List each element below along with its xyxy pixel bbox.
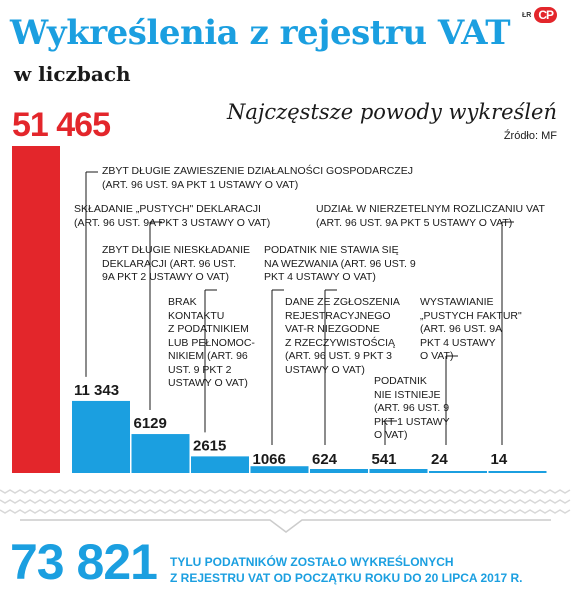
bar-1	[72, 400, 130, 473]
chart-title: Najczęstsze powody wykreśleń	[227, 100, 557, 124]
reason-label-7: PODATNIK NIE ISTNIEJE (ART. 96 UST. 9 PK…	[374, 375, 450, 441]
value-label-6: 541	[372, 451, 397, 468]
reason-label-2: SKŁADANIE „PUSTYCH" DEKLARACJI (ART. 96 …	[74, 203, 271, 229]
reason-label-extra: WYSTAWIANIE „PUSTYCH FAKTUR" (ART. 96 US…	[420, 296, 522, 362]
value-label-1: 11 343	[74, 382, 119, 399]
leader-lines	[85, 171, 514, 445]
page-subtitle: w liczbach	[14, 62, 131, 86]
bar-4	[250, 466, 309, 473]
bar-5	[310, 469, 368, 473]
bar-8	[488, 471, 547, 473]
value-labels: 51 465 11 343 6129 2615 1066 624 541 24 14	[12, 106, 508, 468]
summary-bracket	[20, 519, 551, 533]
reason-label-6: DANE ZE ZGŁOSZENIA REJESTRACYJNEGO VAT-R…	[285, 296, 400, 376]
zigzag-line	[0, 509, 571, 514]
bar-3	[191, 456, 249, 473]
total-count: 73 821	[10, 534, 158, 590]
zigzag-divider	[0, 489, 571, 533]
reason-label-8: UDZIAŁ W NIERZETELNYM ROZLICZANIU VAT (A…	[316, 203, 545, 229]
value-label-8: 14	[491, 451, 508, 468]
chart-source: Źródło: MF	[503, 130, 557, 142]
bar-6	[369, 469, 428, 473]
value-label-7: 24	[431, 451, 448, 468]
value-label-2: 6129	[134, 415, 167, 432]
total-description: TYLU PODATNIKÓW ZOSTAŁO WYKREŚLONYCH Z R…	[170, 555, 523, 585]
reason-label-3: ZBYT DŁUGIE NIESKŁADANIE DEKLARACJI (ART…	[102, 244, 251, 283]
publisher-logo: ŁR CP	[522, 7, 557, 23]
bar-2	[131, 434, 190, 473]
reason-label-4: BRAK KONTAKTU Z PODATNIKIEM LUB PEŁNOMOC…	[168, 296, 255, 389]
bar-0	[12, 146, 60, 473]
bars-group	[12, 146, 547, 473]
logo-small-text: ŁR	[521, 11, 532, 19]
page-title: Wykreślenia z rejestru VAT	[10, 13, 511, 53]
reason-label-5: PODATNIK NIE STAWIA SIĘ NA WEZWANIA (ART…	[264, 244, 416, 283]
value-label-4: 1066	[253, 451, 286, 468]
zigzag-line	[0, 489, 571, 494]
reason-label-1: ZBYT DŁUGIE ZAWIESZENIE DZIAŁALNOŚCI GOS…	[102, 165, 413, 191]
value-label-0: 51 465	[12, 106, 110, 144]
value-label-5: 624	[312, 451, 338, 468]
logo-badge: CP	[534, 7, 557, 23]
zigzag-line	[0, 499, 571, 504]
bar-7	[429, 471, 487, 473]
value-label-3: 2615	[193, 437, 226, 454]
